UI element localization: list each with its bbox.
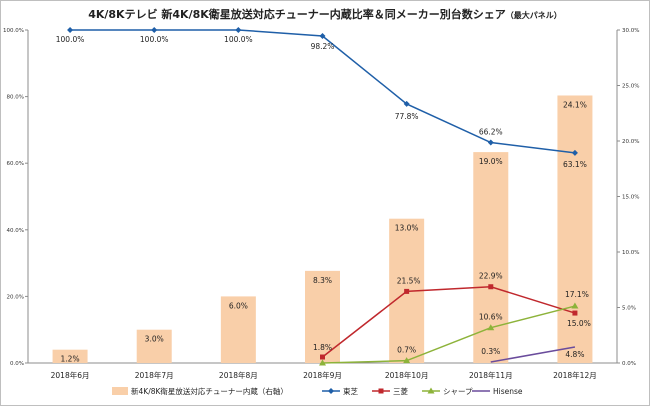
line-data-label: 10.6% (479, 313, 503, 322)
line-data-label: 22.9% (479, 272, 503, 281)
left-tick-label: 20.0% (7, 294, 24, 300)
left-tick-label: 80.0% (7, 95, 24, 101)
line-point (487, 139, 494, 146)
chart-title: 4K/8Kテレビ 新4K/8K衛星放送対応チューナー内蔵比率＆同メーカー別台数シ… (0, 6, 650, 22)
x-tick-label: 2018年8月 (219, 370, 258, 380)
bar (52, 349, 88, 363)
right-tick-label: 30.0% (622, 28, 639, 34)
line-point (151, 27, 158, 33)
bar-data-label: 13.0% (395, 224, 419, 233)
left-tick-label: 0.0% (10, 361, 24, 367)
bar-data-label: 8.3% (313, 276, 332, 285)
line-data-label: 0.3% (481, 347, 500, 356)
line-point (572, 310, 578, 316)
legend-label: 東芝 (343, 386, 358, 396)
right-tick-label: 15.0% (622, 195, 639, 201)
line-data-label: 63.1% (563, 160, 587, 169)
legend-label: 新4K/8K衛星放送対応チューナー内蔵（右軸） (131, 386, 288, 396)
legend-marker (328, 388, 334, 394)
line-point (403, 100, 410, 107)
line-point (487, 324, 495, 331)
right-tick-label: 25.0% (622, 84, 639, 90)
line-data-label: 66.2% (479, 128, 503, 137)
chart-subtitle: （最大パネル） (505, 11, 562, 20)
bar-data-label: 3.0% (145, 335, 164, 344)
line-point (571, 149, 578, 156)
bar (473, 152, 509, 363)
bar (557, 95, 593, 364)
line-series (322, 285, 576, 358)
bar-data-label: 6.0% (229, 301, 248, 310)
x-tick-label: 2018年9月 (303, 370, 342, 380)
line-data-label: 1.8% (313, 343, 332, 352)
line-point (67, 27, 74, 33)
line-data-label: 100.0% (140, 35, 169, 44)
line-point (320, 354, 325, 360)
bar (220, 296, 256, 363)
x-tick-label: 2018年12月 (553, 370, 597, 380)
x-tick-label: 2018年11月 (469, 370, 513, 380)
x-tick-label: 2018年7月 (135, 370, 174, 380)
line-data-label: 15.0% (567, 319, 591, 328)
line-data-label: 98.2% (311, 42, 335, 51)
x-tick-label: 2018年6月 (51, 370, 90, 380)
bar-data-label: 1.2% (61, 355, 80, 364)
right-tick-label: 10.0% (622, 250, 639, 256)
line-data-label: 21.5% (397, 276, 421, 285)
legend-label: シャープ (443, 387, 473, 396)
line-data-label: 17.1% (565, 290, 589, 299)
legend-marker (378, 388, 384, 394)
line-data-label: 4.8% (565, 350, 584, 359)
left-tick-label: 100.0% (3, 28, 24, 34)
left-tick-label: 40.0% (7, 228, 24, 234)
left-tick-label: 60.0% (7, 161, 24, 167)
legend-label: 三菱 (393, 386, 408, 396)
line-point (319, 32, 326, 39)
bar-data-label: 19.0% (479, 157, 503, 166)
bar-data-label: 24.1% (563, 100, 587, 109)
right-tick-label: 5.0% (622, 306, 636, 312)
chart-title-text: 4K/8Kテレビ 新4K/8K衛星放送対応チューナー内蔵比率＆同メーカー別台数シ… (88, 8, 506, 21)
line-data-label: 100.0% (224, 35, 253, 44)
bar (136, 329, 172, 363)
line-point (235, 27, 242, 33)
legend-marker (427, 387, 435, 394)
x-tick-label: 2018年10月 (385, 370, 429, 380)
line-point (404, 288, 410, 294)
line-data-label: 0.7% (397, 346, 416, 355)
line-data-label: 77.8% (395, 112, 419, 121)
line-series (322, 305, 576, 364)
line-point (571, 302, 579, 309)
line-data-label: 100.0% (56, 35, 85, 44)
legend-label: Hisense (493, 387, 523, 396)
line-series (490, 346, 576, 363)
right-tick-label: 20.0% (622, 139, 639, 145)
line-point (403, 357, 411, 364)
right-tick-label: 0.0% (622, 361, 636, 367)
line-point (488, 284, 494, 290)
legend-swatch (112, 387, 128, 395)
line-point (319, 359, 326, 366)
